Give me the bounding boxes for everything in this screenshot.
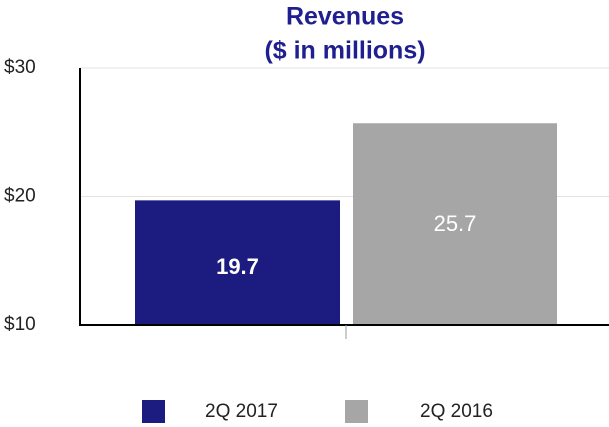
bar (353, 123, 557, 325)
legend-swatch (142, 400, 165, 423)
chart-title: Revenues (286, 3, 404, 31)
bar (135, 200, 340, 325)
legend-swatch (345, 400, 368, 423)
data-label: 25.7 (434, 211, 477, 236)
legend-label: 2Q 2017 (205, 401, 278, 422)
y-tick-label: $20 (4, 186, 36, 207)
y-tick-label: $30 (4, 57, 36, 78)
chart-subtitle: ($ in millions) (264, 37, 425, 65)
y-tick-label: $10 (4, 314, 36, 335)
legend-label: 2Q 2016 (420, 401, 493, 422)
data-label: 19.7 (216, 254, 259, 279)
